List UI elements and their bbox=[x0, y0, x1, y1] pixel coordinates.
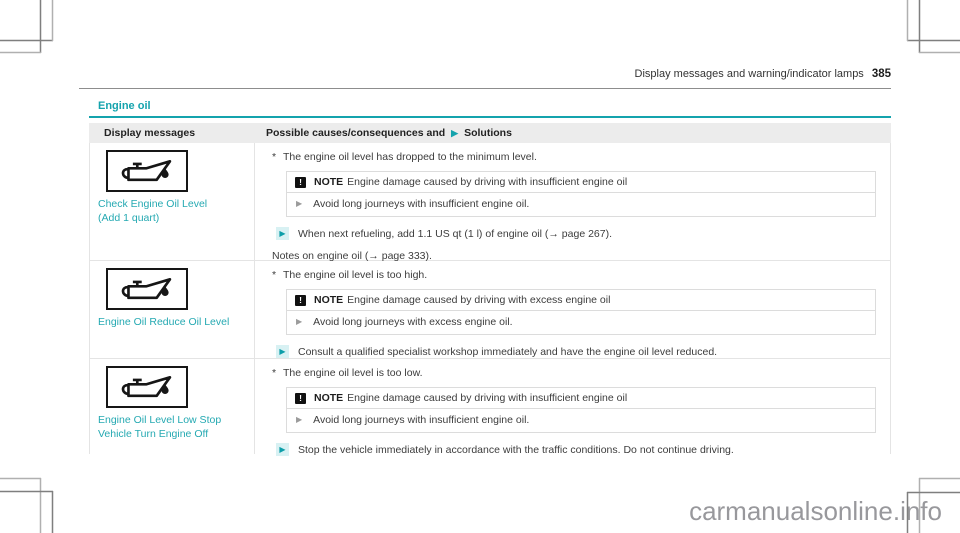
col-header-solutions-suffix: Solutions bbox=[464, 127, 512, 139]
solution-arrow-icon: ▶ bbox=[276, 227, 289, 240]
table-header-row: Display messages Possible causes/consequ… bbox=[89, 123, 891, 143]
advice-text: Avoid long journeys with excess engine o… bbox=[313, 316, 513, 328]
solution-text: Stop the vehicle immediately in accordan… bbox=[298, 444, 734, 456]
display-message-cell: Engine Oil Level Low Stop Vehicle Turn E… bbox=[90, 359, 255, 454]
solution-text: Consult a qualified specialist workshop … bbox=[298, 346, 718, 358]
note-label: NOTE bbox=[314, 176, 344, 188]
asterisk-marker: * bbox=[272, 269, 277, 281]
engine-oil-icon bbox=[106, 150, 188, 192]
cause-line: * The engine oil level has dropped to th… bbox=[272, 150, 883, 164]
display-message-cell: Engine Oil Reduce Oil Level bbox=[90, 261, 255, 358]
solution-line: ▶ Stop the vehicle immediately in accord… bbox=[276, 443, 883, 457]
note-exclamation-icon: ! bbox=[295, 294, 306, 306]
cause-text: The engine oil level is too low. bbox=[283, 367, 423, 379]
cause-line: * The engine oil level is too high. bbox=[272, 268, 883, 282]
asterisk-marker: * bbox=[272, 151, 277, 163]
note-box: ! NOTE Engine damage caused by driving w… bbox=[286, 387, 876, 433]
note-row: ! NOTE Engine damage caused by driving w… bbox=[287, 172, 875, 192]
note-advice-row: ▶ Avoid long journeys with insufficient … bbox=[287, 408, 875, 432]
table-row: Engine Oil Reduce Oil Level * The engine… bbox=[90, 260, 890, 358]
advice-arrow-icon: ▶ bbox=[296, 199, 303, 208]
advice-arrow-icon: ▶ bbox=[296, 415, 303, 424]
solutions-cell: * The engine oil level is too low. ! NOT… bbox=[255, 359, 890, 457]
cause-text: The engine oil level has dropped to the … bbox=[283, 151, 537, 163]
note-box: ! NOTE Engine damage caused by driving w… bbox=[286, 289, 876, 335]
table-row: Check Engine Oil Level (Add 1 quart) * T… bbox=[90, 143, 890, 262]
solution-arrow-icon: ▶ bbox=[276, 345, 289, 358]
advice-text: Avoid long journeys with insufficient en… bbox=[313, 198, 530, 210]
engine-oil-icon bbox=[106, 268, 188, 310]
solution-arrow-icon: ▶ bbox=[276, 443, 289, 456]
footnote-text: Notes on engine oil (→ page 333). bbox=[272, 250, 432, 262]
page-number: 385 bbox=[871, 68, 891, 80]
solutions-cell: * The engine oil level has dropped to th… bbox=[255, 143, 890, 262]
solution-line: ▶ Consult a qualified specialist worksho… bbox=[276, 345, 883, 359]
note-exclamation-icon: ! bbox=[295, 392, 306, 404]
col-header-solutions-prefix: Possible causes/consequences and bbox=[266, 127, 446, 139]
oil-can-glyph bbox=[121, 159, 172, 182]
header-rule bbox=[79, 88, 891, 89]
col-header-display-messages: Display messages bbox=[104, 127, 196, 139]
note-row: ! NOTE Engine damage caused by driving w… bbox=[287, 290, 875, 310]
display-message-label: Check Engine Oil Level (Add 1 quart) bbox=[98, 198, 208, 224]
advice-arrow-icon: ▶ bbox=[296, 317, 303, 326]
watermark: carmanualsonline.info bbox=[689, 496, 942, 526]
table-row: Engine Oil Level Low Stop Vehicle Turn E… bbox=[90, 358, 890, 457]
engine-oil-icon bbox=[106, 366, 188, 408]
oil-can-glyph bbox=[121, 277, 172, 300]
section-rule bbox=[89, 116, 891, 118]
note-text: Engine damage caused by driving with exc… bbox=[347, 294, 611, 306]
cause-text: The engine oil level is too high. bbox=[283, 269, 428, 281]
display-message-cell: Check Engine Oil Level (Add 1 quart) bbox=[90, 143, 255, 260]
solution-text: When next refueling, add 1.1 US qt (1 l)… bbox=[298, 228, 613, 240]
running-header-title: Display messages and warning/indicator l… bbox=[634, 68, 864, 80]
display-message-label: Engine Oil Level Low Stop Vehicle Turn E… bbox=[98, 414, 222, 440]
note-row: ! NOTE Engine damage caused by driving w… bbox=[287, 388, 875, 408]
display-message-label: Engine Oil Reduce Oil Level bbox=[98, 316, 230, 328]
note-text: Engine damage caused by driving with ins… bbox=[347, 176, 628, 188]
col-header-solutions: Possible causes/consequences and ▶ Solut… bbox=[255, 127, 891, 139]
note-exclamation-icon: ! bbox=[295, 176, 306, 188]
note-advice-row: ▶ Avoid long journeys with excess engine… bbox=[287, 310, 875, 334]
table-body: Check Engine Oil Level (Add 1 quart) * T… bbox=[89, 143, 891, 457]
note-box: ! NOTE Engine damage caused by driving w… bbox=[286, 171, 876, 217]
note-text: Engine damage caused by driving with ins… bbox=[347, 392, 628, 404]
note-advice-row: ▶ Avoid long journeys with insufficient … bbox=[287, 192, 875, 216]
solutions-cell: * The engine oil level is too high. ! NO… bbox=[255, 261, 890, 358]
section-title: Engine oil bbox=[98, 100, 151, 112]
advice-text: Avoid long journeys with insufficient en… bbox=[313, 414, 530, 426]
note-label: NOTE bbox=[314, 294, 344, 306]
display-messages-table: Display messages Possible causes/consequ… bbox=[89, 123, 891, 457]
note-label: NOTE bbox=[314, 392, 344, 404]
solution-line: ▶ When next refueling, add 1.1 US qt (1 … bbox=[276, 227, 883, 241]
oil-can-glyph bbox=[121, 375, 172, 398]
running-header: Display messages and warning/indicator l… bbox=[635, 68, 891, 80]
solutions-arrow-icon: ▶ bbox=[451, 127, 459, 138]
cause-line: * The engine oil level is too low. bbox=[272, 366, 883, 380]
asterisk-marker: * bbox=[272, 367, 277, 379]
